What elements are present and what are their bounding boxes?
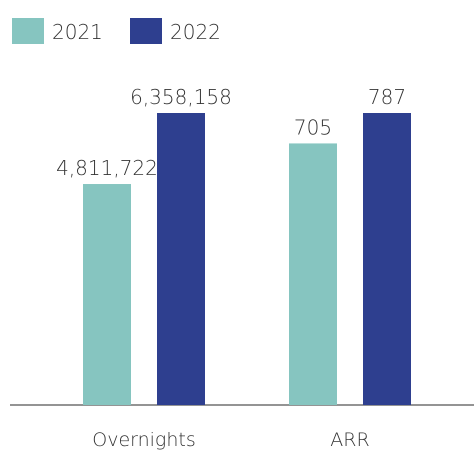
bar xyxy=(289,143,337,406)
bar xyxy=(83,184,131,405)
bar xyxy=(363,113,411,405)
x-tick-label: ARR xyxy=(330,429,369,450)
legend-label: 2021 xyxy=(52,20,103,44)
legend-label: 2022 xyxy=(170,20,221,44)
legend-swatch xyxy=(12,18,44,44)
data-label: 6,358,158 xyxy=(130,85,232,109)
legend-swatch xyxy=(130,18,162,44)
data-label: 787 xyxy=(368,85,406,109)
bar xyxy=(157,113,205,405)
x-tick-label: Overnights xyxy=(92,429,195,450)
data-label: 705 xyxy=(294,115,332,139)
data-label: 4,811,722 xyxy=(56,156,158,180)
